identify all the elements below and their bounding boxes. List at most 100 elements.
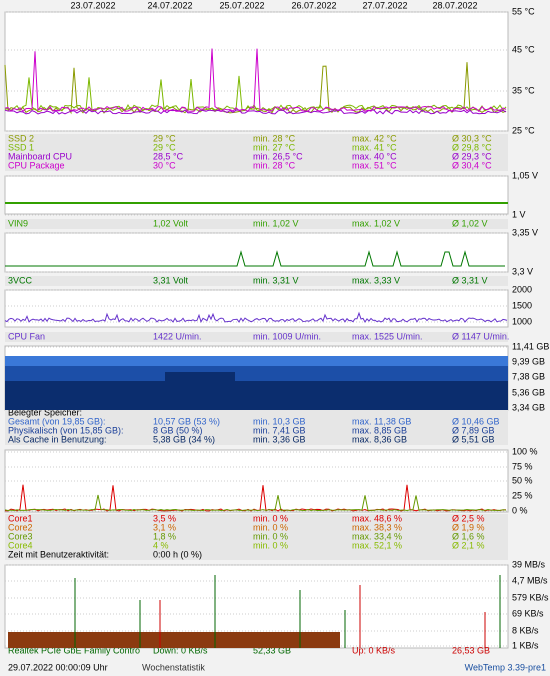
axis-label: 0 %	[512, 505, 528, 515]
legend-cell: 8 GB (50 %)	[153, 425, 203, 435]
legend-cell: Ø 1147 U/min.	[452, 331, 509, 341]
legend-cell: 1,8 %	[153, 531, 176, 541]
legend-cell: min. 0 %	[253, 531, 288, 541]
axis-label: 55 °C	[512, 6, 535, 16]
legend-cell: max. 3,33 V	[352, 275, 400, 285]
legend-band	[5, 408, 508, 445]
legend-cell: 1,02 Volt	[153, 218, 189, 228]
legend-cell: SSD 2	[8, 133, 34, 143]
trace	[4, 48, 507, 113]
legend-cell: VIN9	[8, 218, 28, 228]
legend-cell: Gesamt (von 19,85 GB):	[8, 416, 106, 426]
axis-label: 579 KB/s	[512, 592, 549, 602]
legend-cell: 3,1 %	[153, 522, 176, 532]
legend-cell: 10,57 GB (53 %)	[153, 416, 220, 426]
axis-label: 1,05 V	[512, 170, 538, 180]
axis-label: 100 %	[512, 446, 538, 456]
date-label: 25.07.2022	[219, 0, 264, 10]
mem-band	[5, 381, 508, 410]
axis-label: 3,3 V	[512, 266, 533, 276]
legend-cell: max. 1525 U/min.	[352, 331, 423, 341]
axis-label: 3,34 GB	[512, 402, 545, 412]
legend-cell: min. 10,3 GB	[253, 416, 306, 426]
legend-cell: min. 27 °C	[253, 142, 296, 152]
legend-cell: 5,38 GB (34 %)	[153, 434, 215, 444]
timestamp: 29.07.2022 00:00:09 Uhr	[8, 662, 108, 672]
legend-cell: Ø 30,3 °C	[452, 133, 492, 143]
legend-cell: 1422 U/min.	[153, 331, 202, 341]
axis-label: 1000	[512, 316, 532, 326]
legend-cell: CPU Fan	[8, 331, 45, 341]
axis-label: 2000	[512, 284, 532, 294]
axis-label: 75 %	[512, 461, 533, 471]
weekly-stats-link[interactable]: Wochenstatistik	[142, 662, 205, 672]
legend-cell: Core4	[8, 540, 33, 550]
legend-cell: max. 33,4 %	[352, 531, 402, 541]
legend-cell: Ø 10,46 GB	[452, 416, 500, 426]
legend-cell: Ø 1,6 %	[452, 531, 485, 541]
legend-cell: 3VCC	[8, 275, 33, 285]
axis-label: 8 KB/s	[512, 625, 539, 635]
legend-cell: min. 0 %	[253, 540, 288, 550]
legend-cell: 3,5 %	[153, 513, 176, 523]
legend-band	[5, 332, 508, 342]
legend-cell: Core3	[8, 531, 33, 541]
legend-cell: min. 3,36 GB	[253, 434, 306, 444]
date-label: 23.07.2022	[70, 0, 115, 10]
legend-cell: min. 3,31 V	[253, 275, 299, 285]
legend-cell: Ø 30,4 °C	[452, 160, 492, 170]
legend-cell: Ø 29,3 °C	[452, 151, 492, 161]
axis-label: 25 %	[512, 490, 533, 500]
legend-cell: max. 11,38 GB	[352, 416, 411, 426]
legend-cell: 0:00 h (0 %)	[153, 549, 202, 559]
legend-cell: Ø 1,02 V	[452, 218, 488, 228]
axis-label: 3,35 V	[512, 227, 538, 237]
axis-label: 69 KB/s	[512, 608, 544, 618]
legend-cell: 4 %	[153, 540, 169, 550]
legend-band	[5, 514, 508, 560]
legend-cell: Core2	[8, 522, 33, 532]
axis-label: 1 V	[512, 209, 526, 219]
legend-cell: Physikalisch (von 15,85 GB):	[8, 425, 124, 435]
trace	[4, 75, 507, 112]
legend-cell: max. 8,85 GB	[352, 425, 407, 435]
axis-label: 39 MB/s	[512, 559, 546, 569]
legend-cell: Zeit mit Benutzeraktivität:	[8, 549, 109, 559]
trace	[4, 109, 507, 115]
legend-cell: Core1	[8, 513, 33, 523]
legend-band	[5, 219, 508, 229]
legend-cell: min. 1009 U/min.	[253, 331, 321, 341]
axis-label: 1500	[512, 300, 532, 310]
axis-label: 45 °C	[512, 44, 535, 54]
legend-cell: max. 52,1 %	[352, 540, 402, 550]
trace	[5, 250, 505, 267]
date-label: 24.07.2022	[147, 0, 192, 10]
legend-cell: CPU Package	[8, 160, 65, 170]
date-label: 26.07.2022	[291, 0, 336, 10]
axis-label: 50 %	[512, 475, 533, 485]
trace	[4, 62, 507, 115]
legend-cell: max. 42 °C	[352, 133, 397, 143]
legend-cell: min. 28 °C	[253, 160, 296, 170]
axis-label: 11,41 GB	[512, 341, 549, 351]
axis-label: 35 °C	[512, 85, 535, 95]
legend-cell: max. 41 °C	[352, 142, 397, 152]
legend-cell: max. 1,02 V	[352, 218, 400, 228]
legend-cell: Ø 2,5 %	[452, 513, 485, 523]
chart-area	[4, 175, 509, 215]
legend-cell: 30 °C	[153, 160, 176, 170]
axis-label: 4,7 MB/s	[512, 575, 548, 585]
legend-cell: min. 28 °C	[253, 133, 296, 143]
legend-cell: Mainboard CPU	[8, 151, 72, 161]
legend-cell: Als Cache in Benutzung:	[8, 434, 107, 444]
legend-cell: 52,33 GB	[253, 645, 291, 655]
legend-cell: min. 26,5 °C	[253, 151, 303, 161]
legend-cell: min. 0 %	[253, 522, 288, 532]
axis-label: 5,36 GB	[512, 387, 545, 397]
axis-label: 9,39 GB	[512, 356, 545, 366]
date-label: 28.07.2022	[432, 0, 477, 10]
legend-cell: 29 °C	[153, 142, 176, 152]
legend-cell: 29 °C	[153, 133, 176, 143]
axis-label: 7,38 GB	[512, 371, 545, 381]
legend-cell: 3,31 Volt	[153, 275, 189, 285]
